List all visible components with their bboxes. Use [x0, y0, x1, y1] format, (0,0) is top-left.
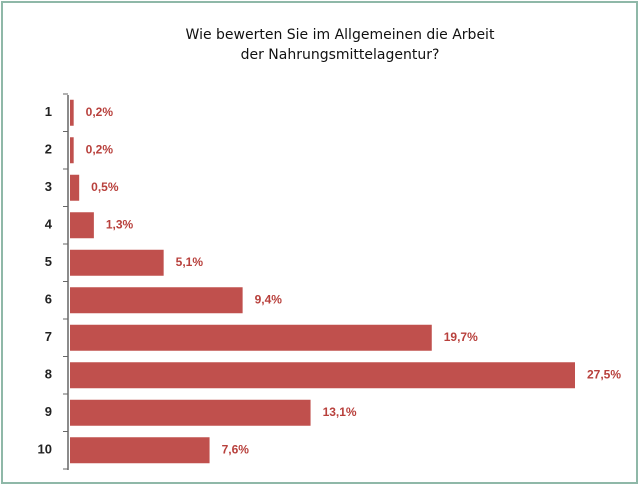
- y-tick-label: 9: [45, 404, 52, 419]
- chart-title: der Nahrungsmittelagentur?: [241, 47, 440, 63]
- y-tick-label: 7: [45, 329, 52, 344]
- bar: [70, 399, 311, 426]
- y-tick-label: 6: [45, 292, 52, 307]
- y-tick-label: 4: [45, 217, 53, 232]
- y-tick-label: 2: [45, 142, 52, 157]
- bar: [70, 212, 94, 239]
- bar: [70, 437, 210, 464]
- y-tick-label: 3: [45, 179, 52, 194]
- data-label: 0,2%: [86, 105, 114, 119]
- bar: [70, 174, 80, 201]
- data-label: 0,5%: [91, 180, 119, 194]
- data-label: 19,7%: [444, 330, 478, 344]
- bar: [70, 137, 74, 164]
- y-tick-label: 8: [45, 367, 52, 382]
- y-tick-label: 1: [45, 104, 52, 119]
- chart-title: Wie bewerten Sie im Allgemeinen die Arbe…: [186, 27, 495, 43]
- data-label: 5,1%: [176, 255, 204, 269]
- data-label: 0,2%: [86, 142, 114, 156]
- bar: [70, 99, 74, 126]
- bar: [70, 362, 575, 389]
- data-label: 27,5%: [587, 367, 621, 381]
- bar: [70, 249, 164, 276]
- data-label: 9,4%: [255, 292, 283, 306]
- y-tick-label: 5: [45, 254, 52, 269]
- data-label: 7,6%: [222, 442, 250, 456]
- data-label: 1,3%: [106, 217, 134, 231]
- y-tick-label: 10: [38, 442, 52, 457]
- data-label: 13,1%: [323, 405, 357, 419]
- bar: [70, 324, 432, 351]
- bar: [70, 287, 243, 314]
